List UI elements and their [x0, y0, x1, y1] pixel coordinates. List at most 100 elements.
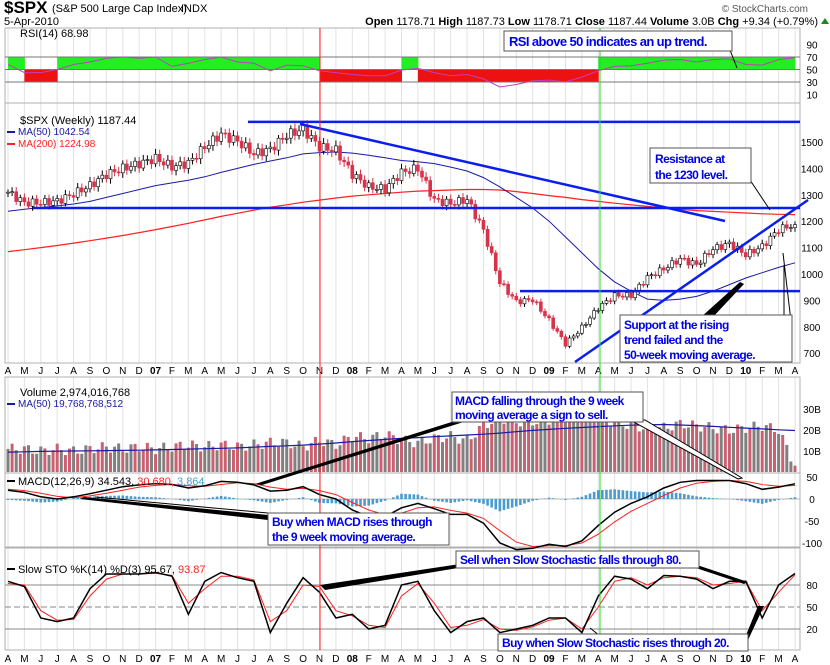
macd-histogram-bar — [670, 492, 674, 499]
rsi-band-down — [532, 69, 550, 82]
month-tick-label: 07 — [150, 366, 162, 377]
volume-bar — [305, 450, 309, 472]
month-tick-label: 08 — [347, 366, 359, 377]
candle-body — [653, 274, 658, 277]
month-tick-label: S — [480, 366, 487, 377]
candle-body — [129, 166, 133, 171]
rsi-band-up — [663, 57, 681, 70]
candle-body — [744, 252, 748, 258]
volume-bar — [576, 419, 580, 472]
rsi-tick-label: 10 — [806, 91, 818, 102]
volume-bar — [59, 449, 63, 472]
month-tick-label: D — [136, 654, 143, 665]
volume-bar — [63, 455, 67, 472]
month-tick-label: A — [5, 366, 12, 377]
candle-body — [539, 301, 543, 312]
price-tick-label: 900 — [804, 296, 821, 307]
rsi-band-up — [57, 57, 75, 70]
month-tick-label: N — [513, 366, 520, 377]
volume-bar — [498, 416, 502, 472]
volume-bar — [547, 424, 551, 472]
rsi-tick-label: 70 — [806, 53, 818, 64]
rsi-band-up — [598, 57, 616, 70]
candle-body — [276, 137, 281, 151]
month-tick-label: A — [5, 654, 12, 665]
macd-histogram-bar — [334, 499, 338, 504]
candle-body — [662, 267, 666, 271]
rsi-annotation-text: RSI above 50 indicates an up trend. — [509, 34, 707, 49]
macd-histogram-bar — [748, 499, 752, 502]
macd-sell-text-1: MACD falling through the 9 week — [455, 394, 625, 408]
macd-histogram-bar — [301, 497, 305, 499]
candle-body — [194, 157, 199, 160]
month-tick-label: M — [414, 366, 422, 377]
rsi-band-up — [188, 57, 206, 70]
macd-histogram-bar — [609, 489, 612, 499]
volume-bar — [219, 442, 223, 472]
month-tick-label: A — [267, 654, 274, 665]
candle-body — [137, 160, 141, 169]
volume-bar — [26, 445, 30, 472]
macd-histogram-bar — [596, 490, 600, 499]
rsi-band-down — [450, 69, 468, 82]
candle-body — [116, 171, 121, 174]
candle-body — [440, 199, 445, 206]
volume-bar — [637, 431, 641, 472]
candle-body — [293, 128, 297, 136]
volume-bar — [293, 446, 297, 472]
volume-bar — [662, 422, 666, 472]
price-tick-label: 1400 — [801, 164, 824, 175]
volume-bar — [711, 429, 715, 472]
month-tick-label: 09 — [544, 654, 556, 665]
volume-bar — [613, 420, 617, 472]
candle-body — [629, 292, 633, 298]
macd-histogram-bar — [588, 493, 592, 499]
ma50-legend-swatch — [7, 131, 15, 133]
rsi-band-up — [696, 57, 714, 70]
macd-histogram-bar — [650, 492, 653, 499]
macd-histogram-bar — [629, 491, 633, 499]
candle-body — [223, 132, 228, 135]
volume-bar — [543, 418, 547, 472]
volume-bar — [502, 423, 506, 472]
volume-bar — [264, 441, 268, 472]
macd-histogram-bar — [707, 497, 711, 499]
candle-body — [391, 178, 396, 185]
volume-bar — [732, 432, 736, 472]
macd-histogram-bar — [232, 497, 235, 499]
macd-histogram-bar — [756, 499, 760, 504]
volume-bar — [260, 448, 264, 472]
volume-bar — [416, 440, 420, 472]
volume-bar — [555, 413, 559, 472]
candle-body — [444, 198, 449, 206]
volume-bar — [645, 422, 649, 472]
macd-histogram-bar — [789, 497, 793, 499]
macd-histogram-bar — [752, 499, 756, 503]
candle-body — [416, 164, 420, 172]
candle-body — [211, 135, 215, 146]
volume-bar — [371, 434, 375, 472]
macd-histogram-bar — [18, 499, 22, 501]
volume-bar — [158, 448, 162, 472]
macd-histogram-bar — [47, 499, 51, 503]
macd-histogram-bar — [400, 493, 403, 499]
macd-histogram-bar — [23, 499, 26, 501]
macd-histogram-bar — [105, 495, 108, 499]
candle-body — [551, 317, 555, 329]
price-tick-label: 1100 — [801, 244, 823, 255]
month-tick-label: N — [513, 654, 520, 665]
candle-body — [657, 267, 662, 277]
month-tick-label: 08 — [347, 654, 359, 665]
macd-histogram-bar — [392, 497, 395, 499]
month-tick-label: J — [235, 654, 240, 665]
candle-body — [555, 328, 560, 332]
volume-bar — [375, 432, 379, 472]
macd-histogram-bar — [449, 499, 452, 503]
month-tick-label: A — [660, 654, 667, 665]
volume-bar — [707, 422, 711, 472]
volume-bar — [244, 450, 248, 472]
macd-legend: MACD(12,26,9) 34.543, 30.680, 3.864 — [18, 476, 205, 488]
volume-bar — [199, 451, 203, 472]
rsi-band-down — [434, 69, 452, 82]
volume-bar — [10, 443, 14, 472]
